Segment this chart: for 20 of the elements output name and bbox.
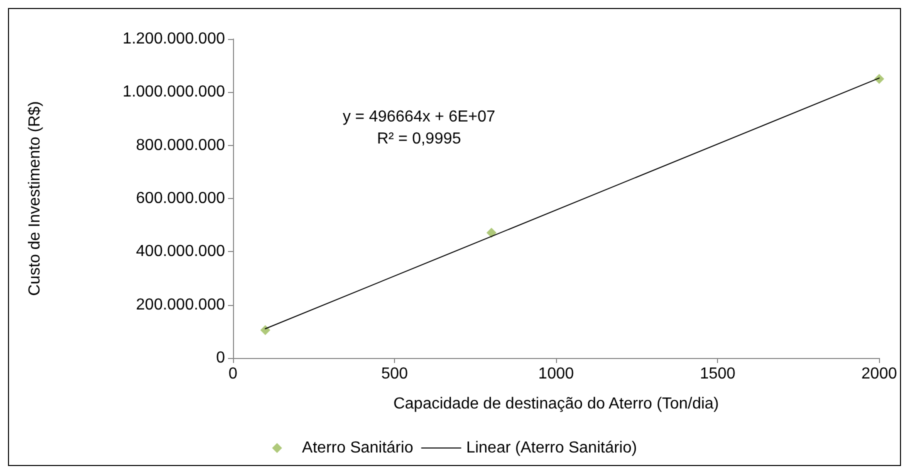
point bbox=[260, 325, 270, 336]
y-tick-label: 200.000.000 bbox=[136, 296, 226, 314]
legend-label: Aterro Sanitário bbox=[302, 440, 414, 456]
y-tick-label: 1.000.000.000 bbox=[122, 84, 226, 101]
x-tick-label: 2000 bbox=[861, 366, 898, 382]
y-tick-label: 600.000.000 bbox=[136, 190, 226, 207]
legend-label: Linear (Aterro Sanitário) bbox=[466, 440, 637, 456]
point bbox=[486, 228, 496, 238]
y-axis-title: Custo de Investimento (R$) bbox=[26, 101, 44, 296]
annotation: y = 496664x + 6E+07 bbox=[342, 108, 496, 126]
x-axis-title: Capacidade de destinação do Aterro (Ton/dia) bbox=[393, 396, 719, 412]
y-tick-label: 400.000.000 bbox=[136, 243, 226, 260]
y-tick-label: 1.200.000.000 bbox=[122, 30, 226, 48]
x-tick-label: 500 bbox=[381, 366, 408, 382]
annotation: R² = 0,9995 bbox=[376, 130, 462, 148]
x-tick-label: 1000 bbox=[538, 366, 574, 382]
x-tick-label: 0 bbox=[228, 366, 238, 382]
y-tick-label: 800.000.000 bbox=[136, 136, 226, 154]
x-tick-label: 1500 bbox=[700, 366, 736, 382]
y-tick-label: 0 bbox=[216, 350, 226, 366]
